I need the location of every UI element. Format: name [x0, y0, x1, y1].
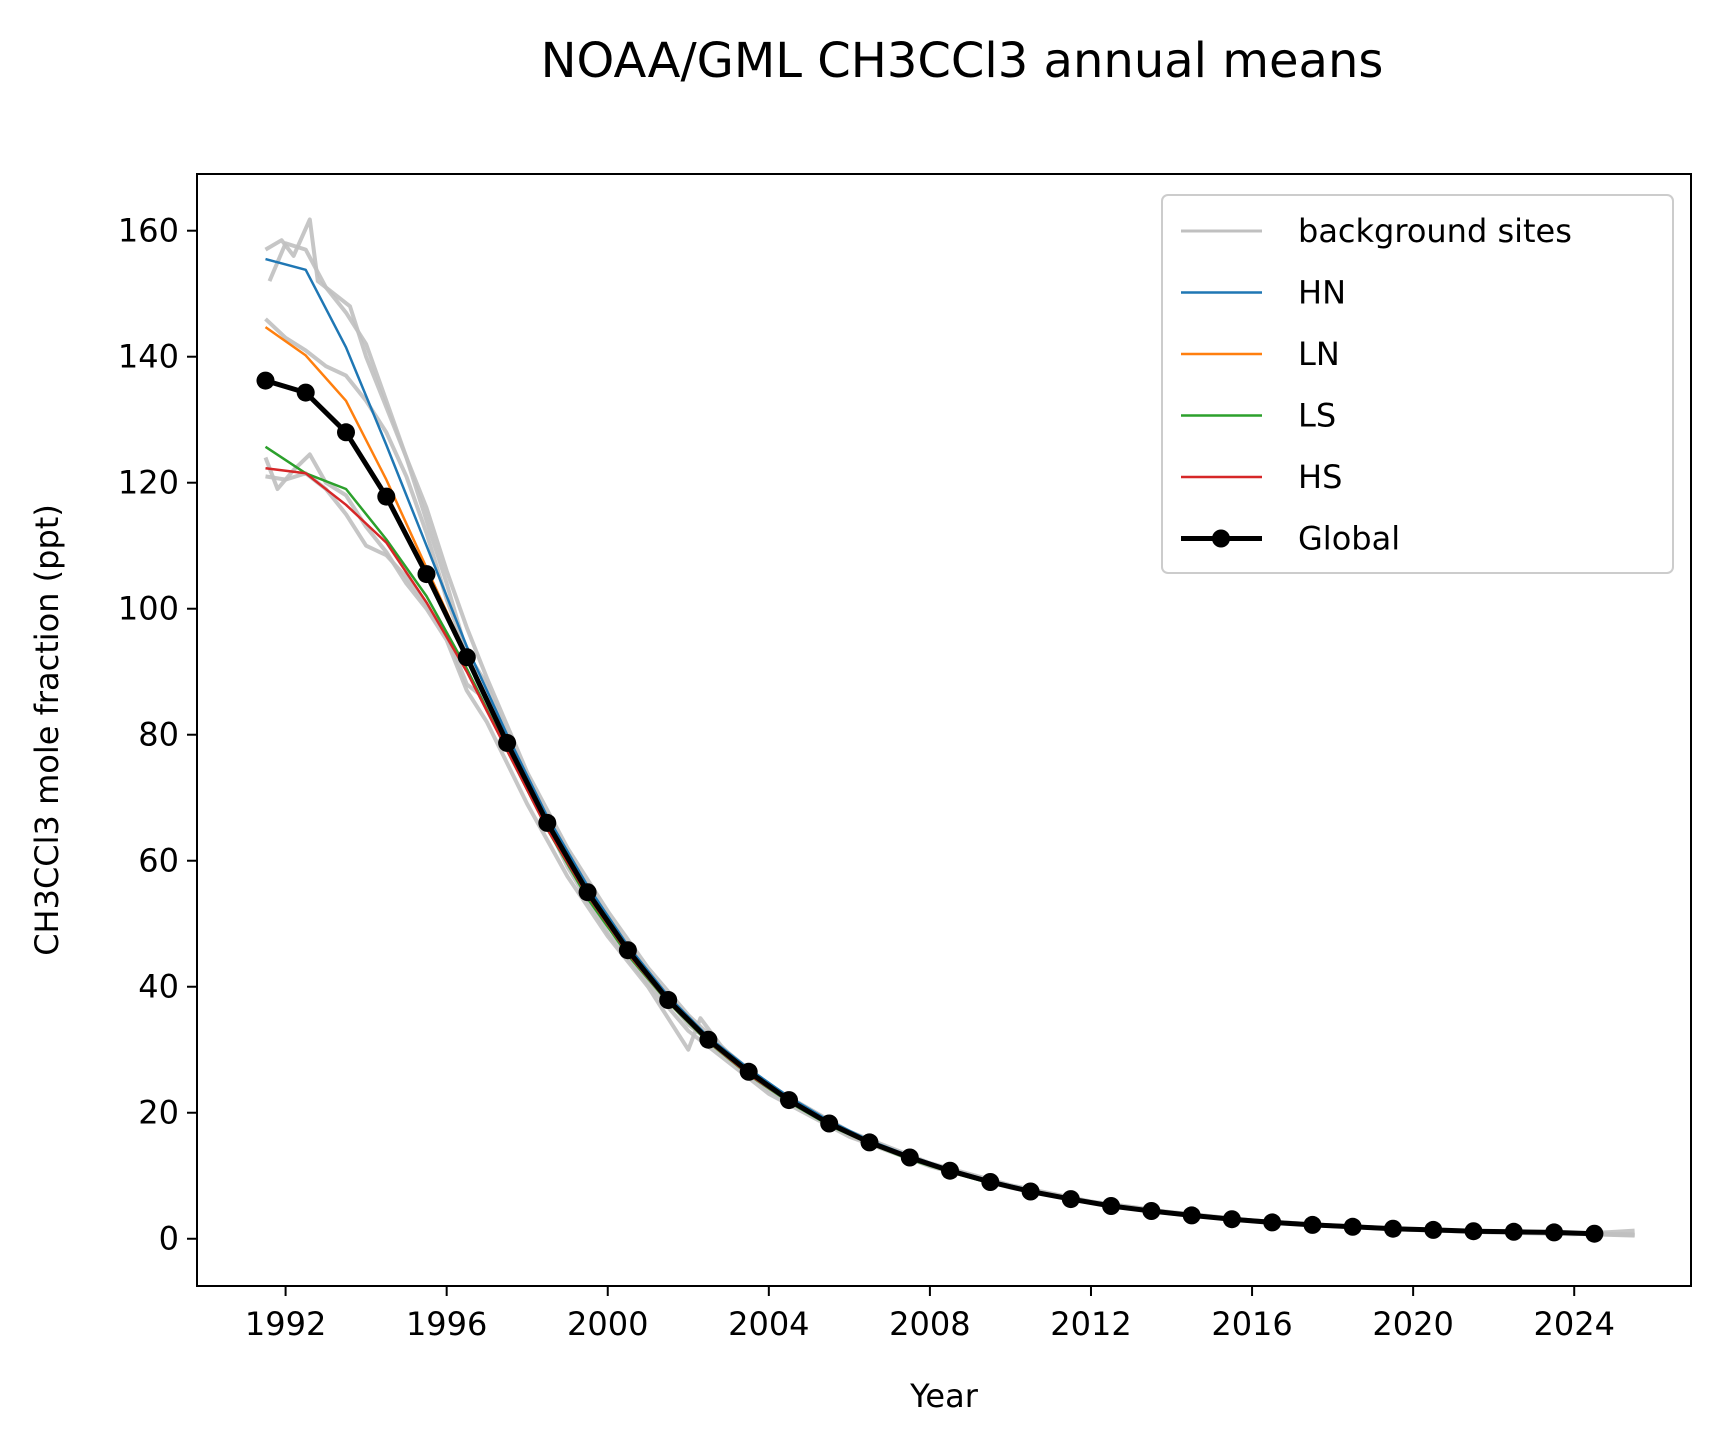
global-point	[337, 423, 355, 442]
global-point	[1545, 1223, 1564, 1242]
global-point	[1464, 1222, 1483, 1241]
x-tick-label: 2024	[1533, 1305, 1614, 1343]
legend-label-background-sites: background sites	[1298, 212, 1572, 250]
global-point	[820, 1114, 839, 1133]
global-point	[659, 991, 678, 1009]
x-tick-label: 1996	[406, 1305, 487, 1343]
x-tick-label: 2000	[567, 1305, 648, 1343]
global-point	[1222, 1210, 1241, 1229]
y-tick-label: 120	[118, 464, 179, 502]
global-point	[538, 813, 557, 832]
plot-frame	[196, 173, 1692, 1287]
x-tick-label: 2004	[728, 1305, 809, 1343]
legend-label-hn: HN	[1298, 274, 1346, 312]
global-point	[1585, 1224, 1604, 1243]
legend-marker-global	[1212, 529, 1230, 548]
global-point	[578, 883, 597, 902]
global-point	[256, 371, 275, 390]
global-point	[498, 733, 517, 752]
x-tick-label: 2012	[1050, 1305, 1131, 1343]
global-point	[1343, 1217, 1362, 1236]
global-point	[618, 941, 637, 960]
global-point	[1263, 1213, 1282, 1232]
global-point	[377, 487, 396, 506]
global-point	[1384, 1219, 1402, 1238]
global-point	[296, 383, 315, 402]
global-point	[900, 1148, 919, 1167]
global-point	[1061, 1190, 1080, 1209]
series-line-global	[264, 378, 1595, 1237]
legend-box	[1161, 194, 1674, 574]
global-point	[1102, 1197, 1121, 1215]
global-point	[780, 1091, 798, 1110]
global-point	[417, 565, 436, 584]
legend-label-ls: LS	[1298, 397, 1336, 435]
plot-area	[256, 217, 1635, 1243]
y-tick-label: 40	[138, 968, 179, 1006]
x-tick-label: 2020	[1372, 1305, 1453, 1343]
legend-label-hs: HS	[1298, 458, 1342, 496]
global-point	[457, 648, 476, 667]
global-point	[1182, 1206, 1201, 1225]
y-axis: 0 20 40 60 80 100 120 140 160	[118, 212, 197, 1258]
global-point	[739, 1062, 758, 1081]
y-tick-label: 0	[159, 1220, 179, 1258]
global-point	[1303, 1215, 1322, 1234]
global-point	[1142, 1202, 1161, 1220]
x-axis: 1992 1996 2000 2004 2008 2012 2016 2020 2024	[245, 1286, 1615, 1343]
global-point	[1021, 1182, 1040, 1201]
x-tick-label: 2016	[1211, 1305, 1292, 1343]
legend: background sites HN LN LS HS Global	[1161, 194, 1674, 574]
y-tick-label: 100	[118, 590, 179, 628]
global-point	[699, 1030, 718, 1049]
global-point	[981, 1173, 1000, 1191]
x-tick-label: 1992	[245, 1305, 326, 1343]
y-axis-label: CH3CCl3 mole fraction (ppt)	[28, 504, 66, 956]
global-point	[860, 1133, 879, 1152]
y-tick-label: 20	[138, 1094, 179, 1132]
legend-label-global: Global	[1298, 520, 1400, 558]
x-axis-label: Year	[909, 1377, 979, 1415]
y-tick-label: 80	[138, 716, 179, 754]
global-point	[941, 1161, 959, 1180]
legend-label-ln: LN	[1298, 335, 1340, 373]
global-point	[1504, 1222, 1523, 1241]
chart-title: NOAA/GML CH3CCl3 annual means	[541, 33, 1384, 89]
global-point	[1424, 1220, 1443, 1239]
y-tick-label: 60	[138, 842, 179, 880]
y-tick-label: 160	[118, 212, 179, 250]
y-tick-label: 140	[118, 338, 179, 376]
x-tick-label: 2008	[889, 1305, 970, 1343]
